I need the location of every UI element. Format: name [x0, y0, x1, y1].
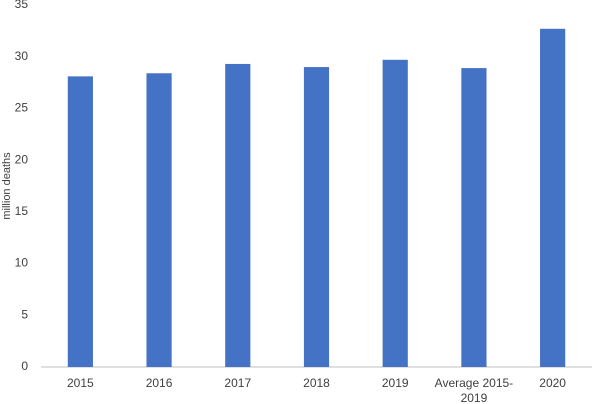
y-tick-label: 5	[21, 307, 28, 321]
x-tick-label: 2018	[303, 376, 330, 390]
y-tick-label: 30	[15, 49, 29, 63]
x-tick-label: Average 2015-2019	[434, 376, 514, 404]
y-tick-label: 15	[15, 204, 29, 218]
y-tick-label: 0	[21, 359, 28, 373]
x-tick-label: 2015	[66, 376, 94, 390]
x-tick-label: 2019	[381, 376, 409, 390]
bar	[146, 73, 172, 368]
bar	[225, 63, 251, 367]
bar	[540, 28, 566, 367]
x-tick-label: 2020	[539, 376, 566, 390]
y-axis-label: million deaths	[1, 152, 13, 220]
bar	[303, 67, 330, 368]
y-tick-label: 10	[15, 256, 29, 270]
bar	[382, 59, 408, 368]
y-tick-label: 20	[15, 152, 29, 166]
y-tick-label: 35	[15, 0, 29, 11]
x-tick-label: 2017	[224, 376, 252, 390]
x-tick-label: 2016	[145, 376, 173, 390]
bar	[461, 68, 487, 367]
y-tick-label: 25	[15, 101, 29, 115]
bar	[67, 76, 93, 367]
